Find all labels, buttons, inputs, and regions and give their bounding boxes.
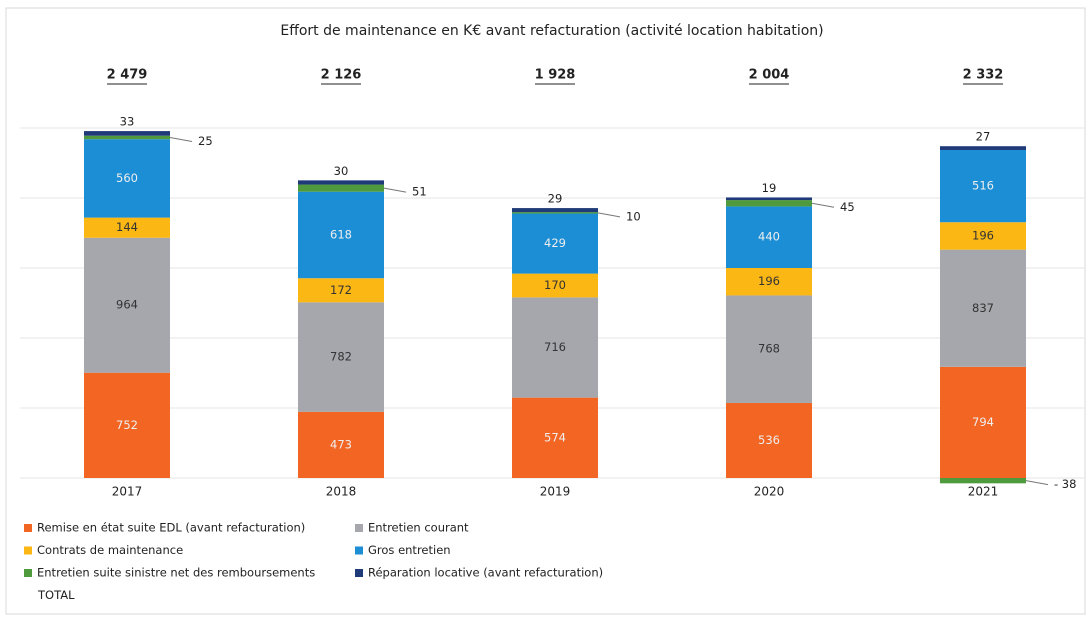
legend-label: Réparation locative (avant refacturation… (368, 566, 603, 580)
data-label: 33 (120, 115, 135, 129)
data-label: - 38 (1054, 477, 1076, 491)
data-label: 618 (330, 227, 352, 241)
data-label: 170 (544, 278, 566, 292)
total-label: 2 004 (749, 68, 790, 83)
data-label: 29 (548, 192, 563, 206)
bar-segment (726, 206, 812, 268)
bar-segment (726, 295, 812, 403)
data-label: 10 (626, 209, 641, 223)
legend-swatch (355, 546, 363, 555)
data-label: 536 (758, 433, 780, 447)
bar-segment (512, 297, 598, 398)
data-label: 51 (412, 185, 427, 199)
bar-segment (940, 149, 1026, 223)
bar-segment (298, 180, 384, 185)
leader-line (169, 136, 193, 142)
bar-segment (940, 478, 1026, 484)
data-label: 19 (762, 181, 777, 195)
legend-label: Gros entretien (368, 543, 451, 557)
legend-label: Entretien suite sinistre net des rembour… (37, 566, 315, 580)
data-label: 440 (758, 230, 780, 244)
data-label: 144 (116, 220, 138, 234)
total-label: 2 479 (107, 68, 148, 83)
data-label: 25 (198, 134, 213, 148)
legend-label: TOTAL (37, 588, 75, 602)
bar-segment (298, 278, 384, 303)
bar-segment (298, 191, 384, 279)
bar-segment (512, 397, 598, 478)
bar-segment (84, 237, 170, 373)
legend-swatch (24, 546, 32, 555)
x-tick-label: 2019 (540, 485, 571, 499)
data-label: 196 (758, 274, 780, 288)
x-tick-label: 2017 (112, 485, 143, 499)
bar-segment (512, 273, 598, 298)
bar-segment (940, 146, 1026, 150)
total-label: 2 332 (963, 68, 1004, 83)
bar-segment (940, 366, 1026, 478)
data-label: 516 (972, 179, 994, 193)
bar-segment (726, 268, 812, 296)
data-label: 473 (330, 437, 352, 451)
legend-swatch (24, 569, 32, 577)
data-label: 172 (330, 283, 352, 297)
bar-segment (84, 217, 170, 238)
data-label: 560 (116, 171, 138, 185)
data-label: 768 (758, 342, 780, 356)
x-tick-label: 2018 (326, 485, 357, 499)
bar-segment (940, 249, 1026, 367)
legend-swatch (355, 569, 363, 577)
data-label: 716 (544, 340, 566, 354)
bar-segment (298, 411, 384, 478)
leader-line (1025, 480, 1049, 486)
leader-line (383, 187, 407, 193)
legend-swatch (355, 524, 363, 532)
data-label: 574 (544, 430, 566, 444)
legend-label: Entretien courant (368, 521, 469, 535)
bar-segment (512, 213, 598, 274)
data-label: 837 (972, 301, 994, 315)
bar-segment (84, 135, 170, 140)
legend-label: Contrats de maintenance (37, 543, 183, 557)
bar-segment (298, 302, 384, 412)
x-tick-label: 2021 (968, 485, 999, 499)
data-label: 794 (972, 415, 994, 429)
data-label: 45 (840, 200, 855, 214)
leader-line (811, 202, 835, 208)
bar-segment (512, 208, 598, 213)
data-label: 752 (116, 418, 138, 432)
bar-segment (84, 139, 170, 218)
data-label: 27 (976, 130, 991, 144)
bar-segment (298, 184, 384, 192)
bar-segment (940, 222, 1026, 250)
leader-line (597, 212, 621, 218)
total-label: 1 928 (535, 68, 576, 83)
bar-segment (726, 197, 812, 201)
data-label: 429 (544, 236, 566, 250)
chart-title: Effort de maintenance en K€ avant refact… (280, 23, 823, 39)
total-label: 2 126 (321, 68, 362, 83)
bar-segment (512, 212, 598, 214)
x-tick-label: 2020 (754, 485, 785, 499)
legend-swatch (24, 524, 32, 532)
data-label: 964 (116, 298, 138, 312)
bar-segment (726, 200, 812, 207)
data-label: 30 (334, 164, 349, 178)
bar-segment (84, 131, 170, 136)
data-label: 196 (972, 228, 994, 242)
bar-segment (84, 372, 170, 478)
data-label: 782 (330, 350, 352, 364)
legend-label: Remise en état suite EDL (avant refactur… (37, 521, 305, 535)
bar-segment (726, 402, 812, 478)
